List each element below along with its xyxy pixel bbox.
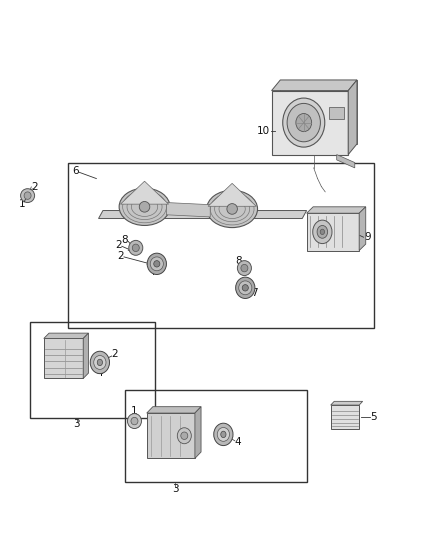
Ellipse shape — [127, 414, 141, 429]
Text: 7: 7 — [251, 288, 258, 298]
Ellipse shape — [150, 257, 163, 271]
Text: 4: 4 — [96, 368, 103, 378]
Bar — [125, 390, 307, 482]
Ellipse shape — [241, 264, 248, 272]
Polygon shape — [307, 207, 366, 213]
Polygon shape — [272, 80, 357, 91]
Text: 5: 5 — [370, 412, 377, 422]
Text: 1: 1 — [131, 407, 138, 416]
Text: 8: 8 — [235, 256, 242, 266]
Text: 2: 2 — [117, 251, 124, 261]
Ellipse shape — [221, 431, 226, 438]
Ellipse shape — [296, 114, 311, 132]
Text: 2: 2 — [32, 182, 39, 191]
Polygon shape — [331, 405, 359, 429]
Polygon shape — [195, 407, 201, 458]
Ellipse shape — [21, 189, 35, 203]
Text: 3: 3 — [172, 484, 179, 494]
Ellipse shape — [131, 417, 138, 425]
Polygon shape — [280, 80, 357, 144]
Ellipse shape — [242, 285, 248, 291]
Polygon shape — [99, 211, 307, 219]
Ellipse shape — [283, 98, 325, 147]
Ellipse shape — [236, 277, 255, 298]
Ellipse shape — [181, 432, 188, 439]
Ellipse shape — [147, 253, 166, 274]
Polygon shape — [147, 407, 201, 413]
Bar — [30, 322, 155, 418]
Polygon shape — [348, 80, 357, 155]
Ellipse shape — [317, 225, 328, 238]
Text: 8: 8 — [121, 235, 128, 245]
Text: 9: 9 — [364, 232, 371, 242]
Polygon shape — [359, 207, 366, 251]
Polygon shape — [147, 413, 195, 458]
Polygon shape — [208, 183, 256, 206]
Polygon shape — [44, 333, 88, 338]
Text: 7: 7 — [150, 267, 157, 277]
Ellipse shape — [214, 423, 233, 446]
Ellipse shape — [129, 240, 143, 255]
Polygon shape — [83, 333, 88, 378]
Ellipse shape — [313, 220, 332, 244]
Text: 6: 6 — [72, 166, 79, 175]
Text: 2: 2 — [111, 350, 118, 359]
Ellipse shape — [207, 190, 258, 228]
Polygon shape — [44, 338, 83, 378]
Text: 10: 10 — [257, 126, 270, 135]
Ellipse shape — [177, 427, 191, 443]
Polygon shape — [329, 107, 344, 119]
Text: 2: 2 — [115, 240, 122, 250]
Ellipse shape — [90, 351, 110, 374]
Polygon shape — [337, 155, 355, 168]
Polygon shape — [331, 401, 363, 405]
Ellipse shape — [217, 427, 230, 441]
Polygon shape — [166, 203, 210, 217]
Ellipse shape — [320, 229, 325, 235]
Text: 4: 4 — [234, 438, 241, 447]
Text: 1: 1 — [18, 199, 25, 208]
Polygon shape — [272, 91, 348, 155]
Polygon shape — [307, 213, 359, 251]
Ellipse shape — [94, 356, 106, 369]
Ellipse shape — [139, 201, 150, 212]
Ellipse shape — [154, 261, 160, 267]
Ellipse shape — [132, 244, 139, 252]
Ellipse shape — [119, 188, 170, 225]
Text: 3: 3 — [73, 419, 80, 429]
Ellipse shape — [97, 359, 102, 366]
Ellipse shape — [239, 281, 252, 295]
Bar — [68, 163, 374, 328]
Ellipse shape — [287, 103, 320, 142]
Polygon shape — [120, 181, 169, 204]
Ellipse shape — [237, 261, 251, 276]
Ellipse shape — [24, 192, 31, 199]
Ellipse shape — [227, 204, 237, 214]
